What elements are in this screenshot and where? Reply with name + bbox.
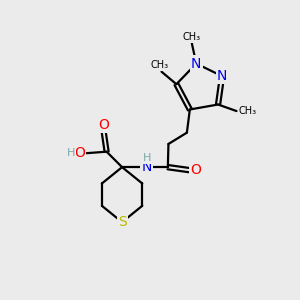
Text: CH₃: CH₃ (239, 106, 257, 116)
Text: S: S (118, 215, 127, 229)
Text: CH₃: CH₃ (183, 32, 201, 42)
Text: H: H (67, 148, 75, 158)
Text: CH₃: CH₃ (151, 60, 169, 70)
Text: O: O (74, 146, 85, 160)
Text: N: N (191, 57, 202, 70)
Text: O: O (98, 118, 109, 132)
Text: N: N (217, 69, 227, 83)
Text: N: N (141, 160, 152, 174)
Text: O: O (190, 163, 201, 177)
Text: H: H (143, 153, 151, 163)
